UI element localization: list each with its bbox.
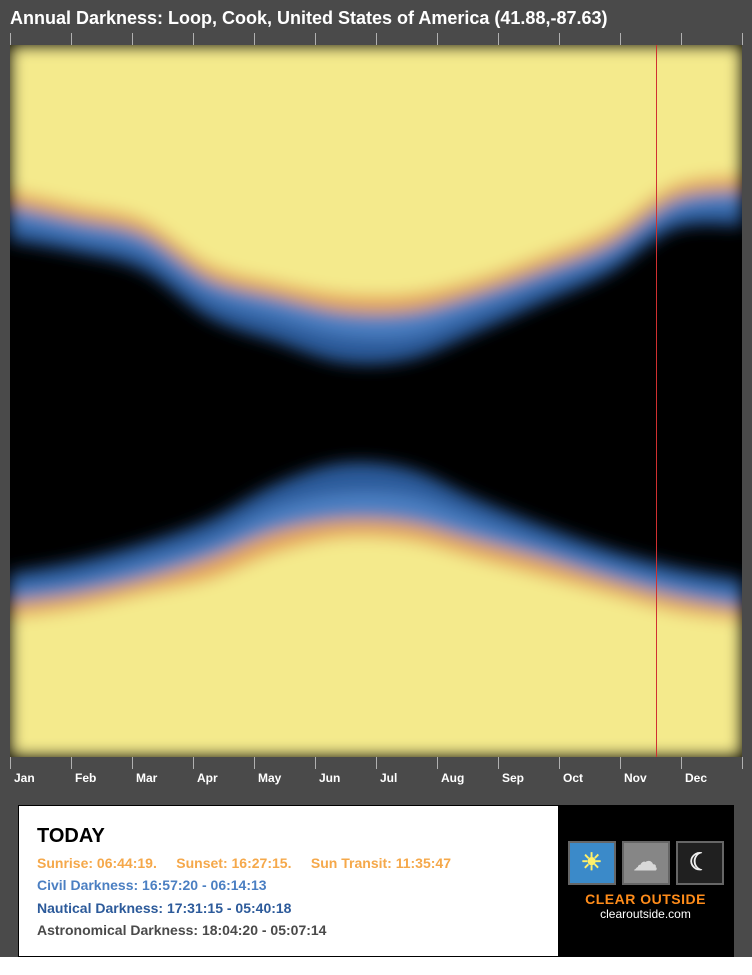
month-tick <box>681 33 682 45</box>
brand-name: CLEAR OUTSIDE <box>585 891 706 907</box>
month-label: Mar <box>136 771 157 785</box>
month-tick <box>132 757 133 769</box>
month-tick <box>681 757 682 769</box>
month-tick <box>437 33 438 45</box>
month-tick <box>10 33 11 45</box>
month-tick <box>498 33 499 45</box>
month-ticks-top <box>10 33 742 45</box>
month-label: Oct <box>563 771 583 785</box>
brand-panel: ☀ ☁ ☾ CLEAR OUTSIDE clearoutside.com <box>558 806 733 956</box>
month-label: Nov <box>624 771 647 785</box>
month-tick <box>437 757 438 769</box>
civil-darkness-text: Civil Darkness: 16:57:20 - 06:14:13 <box>37 877 267 893</box>
transit-text: Sun Transit: 11:35:47 <box>311 855 451 871</box>
moon-icon: ☾ <box>676 841 724 885</box>
month-label: Sep <box>502 771 524 785</box>
month-tick <box>620 757 621 769</box>
month-label: Jan <box>14 771 35 785</box>
month-tick <box>132 33 133 45</box>
month-tick <box>742 757 743 769</box>
month-tick <box>559 757 560 769</box>
sun-icon: ☀ <box>568 841 616 885</box>
sun-times: Sunrise: 06:44:19. Sunset: 16:27:15. Sun… <box>37 855 451 871</box>
brand-icons: ☀ ☁ ☾ <box>568 841 724 885</box>
today-details: TODAY Sunrise: 06:44:19. Sunset: 16:27:1… <box>19 806 558 956</box>
month-tick <box>254 33 255 45</box>
today-line <box>656 45 657 757</box>
annual-darkness-chart <box>10 45 742 757</box>
month-tick <box>559 33 560 45</box>
month-tick <box>620 33 621 45</box>
footer-panel: TODAY Sunrise: 06:44:19. Sunset: 16:27:1… <box>18 805 734 957</box>
month-tick <box>376 33 377 45</box>
nautical-darkness-text: Nautical Darkness: 17:31:15 - 05:40:18 <box>37 900 291 916</box>
month-ticks-bottom <box>10 757 742 769</box>
month-label: May <box>258 771 281 785</box>
month-label: Dec <box>685 771 707 785</box>
month-tick <box>376 757 377 769</box>
sunset-text: Sunset: 16:27:15. <box>176 855 291 871</box>
month-tick <box>498 757 499 769</box>
chart-svg <box>10 45 742 757</box>
month-tick <box>10 757 11 769</box>
month-label: Jul <box>380 771 397 785</box>
chart-title: Annual Darkness: Loop, Cook, United Stat… <box>0 0 752 33</box>
today-label: TODAY <box>37 820 105 852</box>
cloud-icon: ☁ <box>622 841 670 885</box>
annual-darkness-card: Annual Darkness: Loop, Cook, United Stat… <box>0 0 752 957</box>
month-tick <box>315 33 316 45</box>
astronomical-darkness-text: Astronomical Darkness: 18:04:20 - 05:07:… <box>37 922 326 938</box>
month-tick <box>254 757 255 769</box>
sunrise-text: Sunrise: 06:44:19. <box>37 855 157 871</box>
month-tick <box>71 757 72 769</box>
month-tick <box>742 33 743 45</box>
month-label: Apr <box>197 771 218 785</box>
month-label: Jun <box>319 771 340 785</box>
month-tick <box>71 33 72 45</box>
month-label: Feb <box>75 771 96 785</box>
brand-url: clearoutside.com <box>600 907 691 921</box>
month-tick <box>315 757 316 769</box>
month-tick <box>193 33 194 45</box>
month-labels: Jan Feb Mar Apr May Jun Jul Aug Sep Oct Nov Dec <box>10 769 742 787</box>
month-label: Aug <box>441 771 464 785</box>
month-tick <box>193 757 194 769</box>
